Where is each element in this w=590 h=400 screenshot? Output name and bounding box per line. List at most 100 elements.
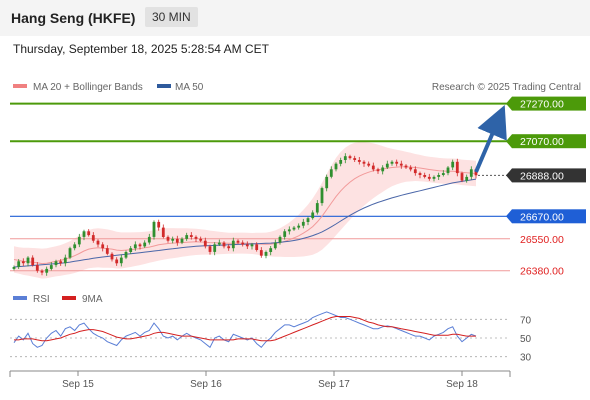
- candle-body: [217, 242, 221, 245]
- level-labels: 27270.00 27070.00 26888.00 26670.00 26550.00…: [506, 96, 586, 278]
- chart-timestamp: Thursday, September 18, 2025 5:28:54 AM …: [13, 42, 269, 56]
- rsi-tick-30: 30: [520, 353, 532, 364]
- candle-body: [334, 163, 338, 170]
- candle-body: [68, 248, 72, 258]
- candle-body: [110, 253, 114, 260]
- candle-body: [250, 244, 254, 247]
- candle-body: [259, 250, 263, 256]
- legend-9ma-label: 9MA: [82, 294, 103, 305]
- candle-body: [441, 173, 445, 175]
- candle-body: [40, 270, 44, 273]
- candle-body: [101, 244, 105, 249]
- legend-rsi-label: RSI: [33, 294, 50, 305]
- candle-body: [143, 242, 147, 247]
- bollinger-band-area: [14, 141, 476, 279]
- candle-body: [287, 229, 291, 232]
- candle-body: [315, 203, 319, 213]
- candle-body: [152, 221, 156, 237]
- candle-body: [54, 261, 58, 266]
- candle-body: [82, 231, 86, 237]
- candle-body: [399, 163, 403, 166]
- candle-body: [208, 246, 212, 252]
- candle-body: [423, 175, 427, 177]
- candle-body: [17, 261, 21, 267]
- copyright-text: Research © 2025 Trading Central: [432, 82, 581, 93]
- rsi-series-9ma: [14, 316, 476, 342]
- level-label-bg-27270.00: [512, 96, 586, 111]
- candle-body: [306, 218, 310, 222]
- x-tick-label: Sep 18: [446, 379, 478, 390]
- x-tick-label: Sep 17: [318, 379, 350, 390]
- candle-body: [437, 175, 441, 177]
- level-label-26888.00: 26888.00: [520, 170, 564, 182]
- candle-body: [297, 225, 301, 228]
- candle-body: [77, 236, 81, 245]
- level-label-pointer-26670.00: [506, 209, 512, 224]
- candle-body: [278, 236, 282, 243]
- candle-body: [129, 248, 133, 252]
- candle-body: [161, 227, 165, 237]
- candle-body: [73, 244, 77, 249]
- candle-body: [133, 244, 137, 249]
- candle-body: [245, 244, 249, 247]
- candle-body: [465, 176, 469, 181]
- candle-body: [157, 221, 161, 228]
- candle-body: [236, 240, 240, 243]
- rsi-tick-50: 50: [520, 334, 532, 345]
- level-label-26670.00: 26670.00: [520, 211, 564, 223]
- instrument-title: Hang Seng (HKFE): [11, 10, 136, 26]
- candle-body: [320, 188, 324, 204]
- candle-body: [395, 161, 399, 164]
- level-label-pointer-26888.00: [506, 168, 512, 183]
- bollinger-bands: [14, 141, 476, 279]
- candle-body: [474, 169, 478, 176]
- x-axis-ticks: Sep 15 Sep 16 Sep 17 Sep 18: [62, 371, 478, 390]
- candlesticks: [12, 153, 478, 276]
- rsi-tick-70: 70: [520, 315, 532, 326]
- candle-body: [171, 238, 175, 241]
- timeframe-badge[interactable]: 30 MIN: [145, 7, 198, 27]
- x-tick-label: Sep 16: [190, 379, 222, 390]
- candle-body: [292, 227, 296, 230]
- rsi-panel: 70 50 30: [10, 311, 532, 364]
- candle-body: [63, 257, 67, 264]
- candle-body: [371, 165, 375, 170]
- candle-body: [21, 261, 25, 264]
- ma20-line: [13, 166, 477, 265]
- legend-ma50-label: MA 50: [175, 82, 204, 93]
- candle-body: [124, 252, 128, 258]
- chart-header: Hang Seng (HKFE) 30 MIN: [0, 0, 590, 36]
- candle-body: [31, 257, 35, 266]
- candle-body: [301, 221, 305, 226]
- candle-body: [115, 259, 119, 264]
- candle-body: [339, 160, 343, 164]
- candle-body: [49, 265, 53, 269]
- candle-body: [138, 244, 142, 247]
- legend-ma20-swatch: [13, 84, 27, 88]
- candle-body: [199, 238, 203, 241]
- candle-body: [91, 235, 95, 241]
- candle-body: [343, 156, 347, 160]
- candle-body: [105, 248, 109, 254]
- candle-body: [376, 169, 380, 172]
- candle-body: [166, 236, 170, 241]
- legend-ma50-swatch: [157, 84, 171, 88]
- candle-body: [227, 246, 231, 249]
- candle-body: [460, 173, 464, 181]
- candle-body: [385, 163, 389, 168]
- candle-body: [180, 238, 184, 243]
- candle-body: [35, 265, 39, 271]
- candle-body: [325, 176, 329, 189]
- candle-body: [273, 242, 277, 249]
- level-label-27270.00: 27270.00: [520, 99, 564, 111]
- candle-body: [255, 244, 259, 250]
- candle-body: [213, 244, 217, 252]
- candle-body: [87, 231, 91, 236]
- candle-body: [283, 231, 287, 237]
- candle-body: [147, 236, 151, 243]
- candle-body: [26, 257, 30, 264]
- level-label-26550.00: 26550.00: [520, 234, 564, 246]
- candle-body: [367, 163, 371, 166]
- candle-body: [357, 160, 361, 162]
- candle-body: [432, 176, 436, 179]
